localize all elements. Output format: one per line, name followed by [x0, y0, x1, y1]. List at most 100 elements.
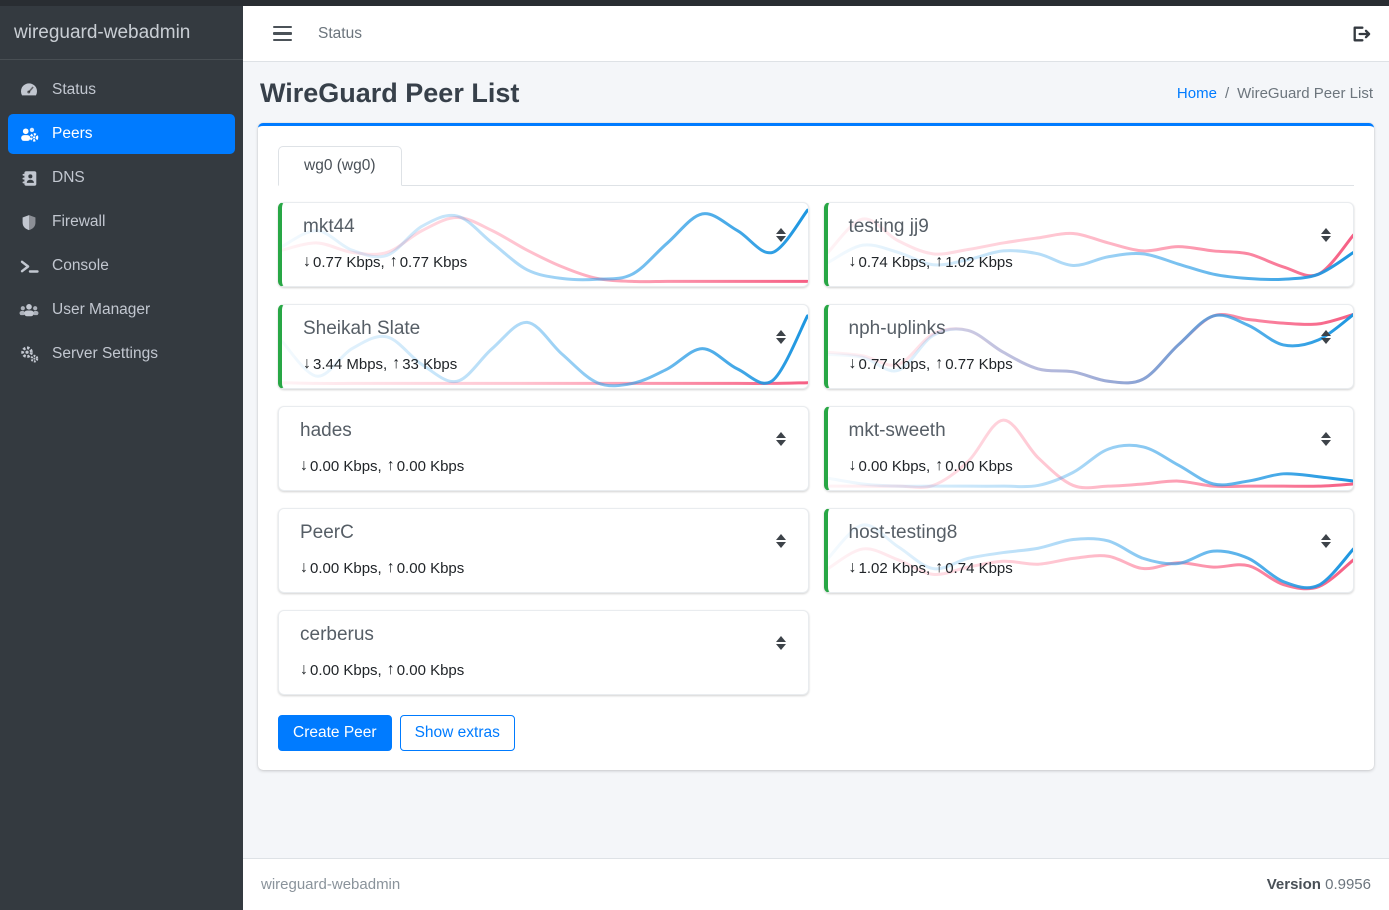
tab-wg0[interactable]: wg0 (wg0): [278, 146, 402, 186]
sort-handle-icon[interactable]: [775, 534, 786, 548]
footer-version: Version 0.9956: [1266, 876, 1371, 893]
upload-arrow-icon: ↑: [392, 355, 401, 372]
peer-name: mkt-sweeth: [848, 420, 946, 441]
sidebar-item-label: Status: [52, 81, 96, 98]
sidebar-item-label: Server Settings: [52, 345, 158, 362]
peer-traffic-stats: ↓ 0.74 Kbps, ↑ 1.02 Kbps: [848, 253, 1013, 271]
sidebar-item-status[interactable]: Status: [8, 70, 235, 110]
sidebar-item-label: DNS: [52, 169, 85, 186]
peer-name: mkt44: [303, 216, 355, 237]
peer-traffic-stats: ↓ 0.77 Kbps, ↑ 0.77 Kbps: [848, 355, 1013, 373]
peer-name: host-testing8: [848, 522, 958, 543]
sort-handle-icon[interactable]: [775, 330, 786, 344]
traffic-sparkline: [282, 305, 808, 388]
peer-name: testing jj9: [848, 216, 929, 237]
navbar-status-link[interactable]: Status: [318, 24, 362, 42]
download-arrow-icon: ↓: [300, 457, 308, 474]
peer-traffic-stats: ↓ 0.00 Kbps, ↑ 0.00 Kbps: [300, 457, 465, 475]
cogs-icon: [18, 345, 40, 363]
peer-traffic-stats: ↓ 1.02 Kbps, ↑ 0.74 Kbps: [848, 559, 1013, 577]
download-arrow-icon: ↓: [303, 355, 311, 372]
peer-traffic-stats: ↓ 0.00 Kbps, ↑ 0.00 Kbps: [300, 661, 465, 679]
top-navbar: Status: [243, 6, 1389, 62]
sort-handle-icon[interactable]: [775, 228, 786, 242]
breadcrumb-separator: /: [1224, 85, 1230, 102]
download-arrow-icon: ↓: [300, 661, 308, 678]
sidebar-item-firewall[interactable]: Firewall: [8, 202, 235, 242]
sidebar-item-server-settings[interactable]: Server Settings: [8, 334, 235, 374]
traffic-sparkline: [828, 305, 1354, 388]
breadcrumb: Home / WireGuard Peer List: [1177, 85, 1373, 102]
sort-handle-icon[interactable]: [775, 432, 786, 446]
peer-name: PeerC: [300, 522, 354, 543]
peer-card-hades[interactable]: hades ↓ 0.00 Kbps, ↑ 0.00 Kbps: [278, 406, 809, 491]
sort-handle-icon[interactable]: [1321, 330, 1331, 344]
address-book-icon: [18, 169, 40, 187]
breadcrumb-home-link[interactable]: Home: [1176, 85, 1217, 102]
sort-handle-icon[interactable]: [775, 636, 786, 650]
sort-handle-icon[interactable]: [1321, 228, 1331, 242]
sidebar-item-label: Peers: [52, 125, 93, 142]
users-cog-icon: [18, 125, 40, 143]
sidebar-item-label: Firewall: [52, 213, 106, 230]
peer-card-cerberus[interactable]: cerberus ↓ 0.00 Kbps, ↑ 0.00 Kbps: [278, 610, 809, 695]
sidebar-item-label: Console: [52, 257, 109, 274]
page-title: WireGuard Peer List: [260, 78, 520, 108]
logout-icon[interactable]: [1351, 25, 1371, 43]
upload-arrow-icon: ↑: [386, 661, 395, 678]
sidebar-item-peers[interactable]: Peers: [8, 114, 235, 154]
upload-arrow-icon: ↑: [386, 559, 395, 576]
sidebar-item-console[interactable]: Console: [8, 246, 235, 286]
peer-traffic-stats: ↓ 0.77 Kbps, ↑ 0.77 Kbps: [303, 253, 468, 271]
download-arrow-icon: ↓: [848, 253, 857, 270]
peer-card-testing-jj9[interactable]: testing jj9 ↓ 0.74 Kbps, ↑ 1.02 Kbps: [823, 202, 1354, 287]
peer-list-card: wg0 (wg0) mkt44 ↓ 0.77 Kbps, ↑ 0.77 Kbps: [258, 123, 1374, 770]
peer-name: nph-uplinks: [848, 318, 946, 339]
sort-handle-icon[interactable]: [1321, 534, 1331, 548]
traffic-sparkline: [279, 509, 808, 592]
peer-traffic-stats: ↓ 0.00 Kbps, ↑ 0.00 Kbps: [848, 457, 1013, 475]
peer-name: Sheikah Slate: [303, 318, 421, 339]
peer-card-sheikah-slate[interactable]: Sheikah Slate ↓ 3.44 Mbps, ↑ 33 Kbps: [278, 304, 809, 389]
upload-arrow-icon: ↑: [935, 457, 944, 474]
peer-traffic-stats: ↓ 0.00 Kbps, ↑ 0.00 Kbps: [300, 559, 465, 577]
menu-toggle-icon[interactable]: [273, 25, 292, 42]
gauge-icon: [18, 81, 40, 99]
footer: wireguard-webadmin Version 0.9956: [243, 858, 1389, 910]
upload-arrow-icon: ↑: [386, 457, 395, 474]
sidebar-nav: Status Peers DNS Firewall: [0, 60, 243, 388]
traffic-sparkline: [828, 509, 1354, 592]
upload-arrow-icon: ↑: [935, 559, 944, 576]
traffic-sparkline: [279, 407, 808, 490]
download-arrow-icon: ↓: [848, 559, 857, 576]
sort-handle-icon[interactable]: [1321, 432, 1331, 446]
breadcrumb-current: WireGuard Peer List: [1237, 85, 1373, 102]
traffic-sparkline: [282, 203, 808, 286]
upload-arrow-icon: ↑: [935, 355, 944, 372]
peer-name: hades: [300, 420, 352, 441]
users-icon: [18, 301, 40, 319]
peer-card-host-testing8[interactable]: host-testing8 ↓ 1.02 Kbps, ↑ 0.74 Kbps: [823, 508, 1354, 593]
show-extras-button[interactable]: Show extras: [399, 715, 515, 751]
download-arrow-icon: ↓: [848, 355, 857, 372]
shield-icon: [18, 213, 40, 231]
brand-title: wireguard-webadmin: [0, 6, 243, 60]
sidebar-item-dns[interactable]: DNS: [8, 158, 235, 198]
download-arrow-icon: ↓: [303, 253, 311, 270]
peer-grid: mkt44 ↓ 0.77 Kbps, ↑ 0.77 Kbps testing jj9…: [278, 202, 1354, 695]
create-peer-button[interactable]: Create Peer: [278, 715, 392, 751]
peer-name: cerberus: [300, 624, 374, 645]
upload-arrow-icon: ↑: [935, 253, 944, 270]
footer-brand: wireguard-webadmin: [261, 876, 401, 893]
peer-traffic-stats: ↓ 3.44 Mbps, ↑ 33 Kbps: [303, 355, 458, 373]
sidebar-item-user-manager[interactable]: User Manager: [8, 290, 235, 330]
peer-card-mkt44[interactable]: mkt44 ↓ 0.77 Kbps, ↑ 0.77 Kbps: [278, 202, 809, 287]
peer-card-nph-uplinks[interactable]: nph-uplinks ↓ 0.77 Kbps, ↑ 0.77 Kbps: [823, 304, 1354, 389]
peer-card-peerc[interactable]: PeerC ↓ 0.00 Kbps, ↑ 0.00 Kbps: [278, 508, 809, 593]
download-arrow-icon: ↓: [300, 559, 308, 576]
traffic-sparkline: [279, 611, 808, 694]
sidebar-item-label: User Manager: [52, 301, 151, 318]
traffic-sparkline: [828, 203, 1354, 286]
peer-card-mkt-sweeth[interactable]: mkt-sweeth ↓ 0.00 Kbps, ↑ 0.00 Kbps: [823, 406, 1354, 491]
window-top-strip: [0, 0, 1389, 6]
